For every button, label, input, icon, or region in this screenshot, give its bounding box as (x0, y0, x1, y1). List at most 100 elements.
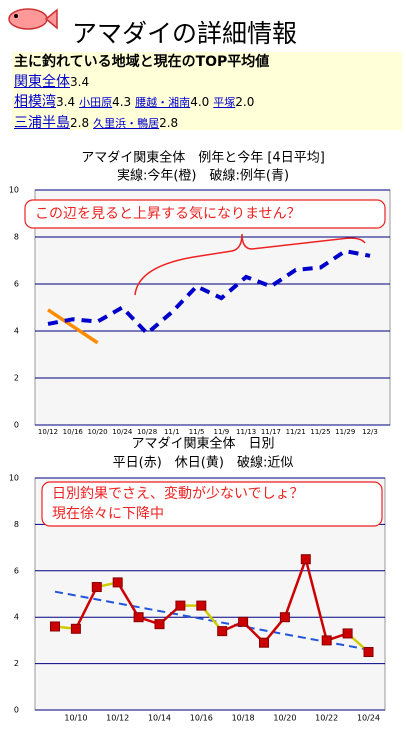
y-tick-label: 10 (9, 186, 19, 195)
point-marker (300, 554, 311, 565)
area-link[interactable]: 三浦半島 (14, 115, 70, 131)
line-segment (116, 581, 140, 618)
chart-subtitle: 実線:今年(橙) 破線:例年(青) (117, 168, 289, 184)
sub-area-value: 4.3 (112, 95, 132, 109)
y-tick-label: 8 (14, 520, 19, 529)
y-tick-label: 0 (14, 421, 19, 430)
line-segment (54, 625, 77, 631)
fish-icon (8, 8, 58, 30)
x-tick-label: 10/24 (357, 714, 380, 723)
point-marker (342, 628, 353, 639)
area-value: 3.4 (56, 95, 76, 109)
y-tick-label: 8 (14, 233, 19, 242)
x-tick-label: 11/5 (189, 428, 205, 436)
chart-title: アマダイ関東全体 日別 (131, 436, 274, 452)
annotation-text: この辺を見ると上昇する気になりません？ (35, 206, 301, 222)
chart-title: アマダイ関東全体 例年と今年 [4日平均] (81, 150, 325, 166)
sub-area-value: 2.0 (235, 95, 255, 109)
sub-area-link[interactable]: 腰越・湘南 (135, 96, 191, 109)
chart-subtitle: 平日(赤) 休日(黄) 破線:近似 (113, 455, 294, 471)
line-segment (221, 620, 244, 633)
x-tick-label: 10/16 (190, 714, 213, 723)
point-marker (321, 635, 332, 646)
plot-area (34, 477, 386, 711)
x-tick-label: 10/22 (315, 714, 338, 723)
plot-area (34, 189, 391, 426)
sub-area-link[interactable]: 小田原 (79, 96, 113, 109)
y-tick-label: 6 (14, 280, 19, 289)
page-title: アマダイの詳細情報 (72, 19, 298, 48)
line-segment (242, 620, 265, 644)
point-marker (279, 612, 290, 623)
y-tick-label: 10 (9, 474, 19, 483)
point-marker (70, 623, 81, 634)
annotation-text: 現在徐々に下降中 (52, 506, 164, 522)
line-segment (263, 616, 286, 644)
solid-line (47, 308, 99, 345)
point-marker (112, 577, 123, 588)
point-marker (196, 600, 207, 611)
summary-row: 相模湾3.4 小田原4.3 腰越・湘南4.0 平塚2.0 (12, 92, 402, 113)
y-tick-label: 4 (14, 327, 19, 336)
line-segment (200, 604, 224, 632)
point-marker (238, 616, 249, 627)
sub-area-value: 2.8 (159, 116, 179, 130)
annotation-text: 日別釣果でさえ、変動が少ないでしょ？ (52, 485, 304, 502)
point-marker (133, 612, 144, 623)
annotation-box (41, 481, 383, 527)
y-tick-label: 2 (14, 659, 19, 668)
x-tick-label: 10/20 (273, 714, 296, 723)
point-marker (154, 619, 165, 630)
point-marker (363, 647, 374, 657)
y-tick-label: 2 (14, 374, 19, 383)
summary-row: 三浦半島2.8 久里浜・鴨居2.8 (12, 113, 402, 134)
x-tick-label: 10/10 (64, 714, 87, 723)
line-segment (346, 632, 370, 653)
brace-curve (134, 233, 366, 296)
sub-area-value: 4.0 (190, 95, 210, 109)
x-tick-label: 12/3 (362, 428, 378, 436)
trend-line (54, 590, 369, 651)
sub-area-link[interactable]: 久里浜・鴨居 (93, 117, 160, 130)
x-tick-label: 10/14 (148, 714, 171, 723)
x-tick-label: 10/12 (106, 714, 129, 723)
point-marker (50, 621, 60, 632)
area-value: 3.4 (70, 75, 90, 89)
annotation-box (24, 199, 386, 229)
x-tick-label: 10/18 (232, 714, 255, 723)
x-tick-label: 11/9 (214, 428, 230, 436)
x-tick-label: 11/25 (310, 428, 330, 436)
line-segment (96, 581, 118, 589)
x-tick-label: 11/13 (236, 428, 256, 436)
dashed-line (47, 248, 371, 337)
line-segment (138, 616, 160, 626)
x-tick-label: 11/29 (335, 428, 355, 436)
y-tick-label: 0 (14, 706, 19, 715)
x-tick-label: 10/12 (38, 428, 58, 436)
line-segment (304, 558, 328, 641)
x-tick-label: 11/1 (164, 428, 180, 436)
x-tick-label: 11/21 (286, 428, 306, 436)
line-segment (158, 604, 182, 626)
summary-heading: 主に釣れている地域と現在のTOP平均値 (14, 54, 270, 70)
x-tick-label: 10/24 (112, 428, 133, 436)
y-tick-label: 4 (14, 613, 19, 622)
x-tick-label: 11/17 (261, 428, 281, 436)
summary-box: 主に釣れている地域と現在のTOP平均値 関東全体3.4 相模湾3.4 小田原4.3 腰… (12, 52, 402, 131)
point-marker (91, 582, 102, 593)
area-value: 2.8 (70, 116, 90, 130)
area-link[interactable]: 関東全体 (14, 74, 70, 90)
line-segment (326, 632, 348, 642)
y-tick-label: 6 (14, 566, 19, 575)
x-tick-label: 10/28 (137, 428, 157, 436)
summary-row: 関東全体3.4 (12, 72, 402, 92)
x-tick-label: 10/20 (87, 428, 107, 436)
point-marker (217, 626, 228, 637)
point-marker (175, 600, 186, 611)
line-segment (74, 586, 98, 630)
sub-area-link[interactable]: 平塚 (213, 96, 236, 109)
x-tick-label: 10/16 (63, 428, 84, 436)
area-link[interactable]: 相模湾 (14, 94, 56, 110)
point-marker (259, 637, 269, 648)
